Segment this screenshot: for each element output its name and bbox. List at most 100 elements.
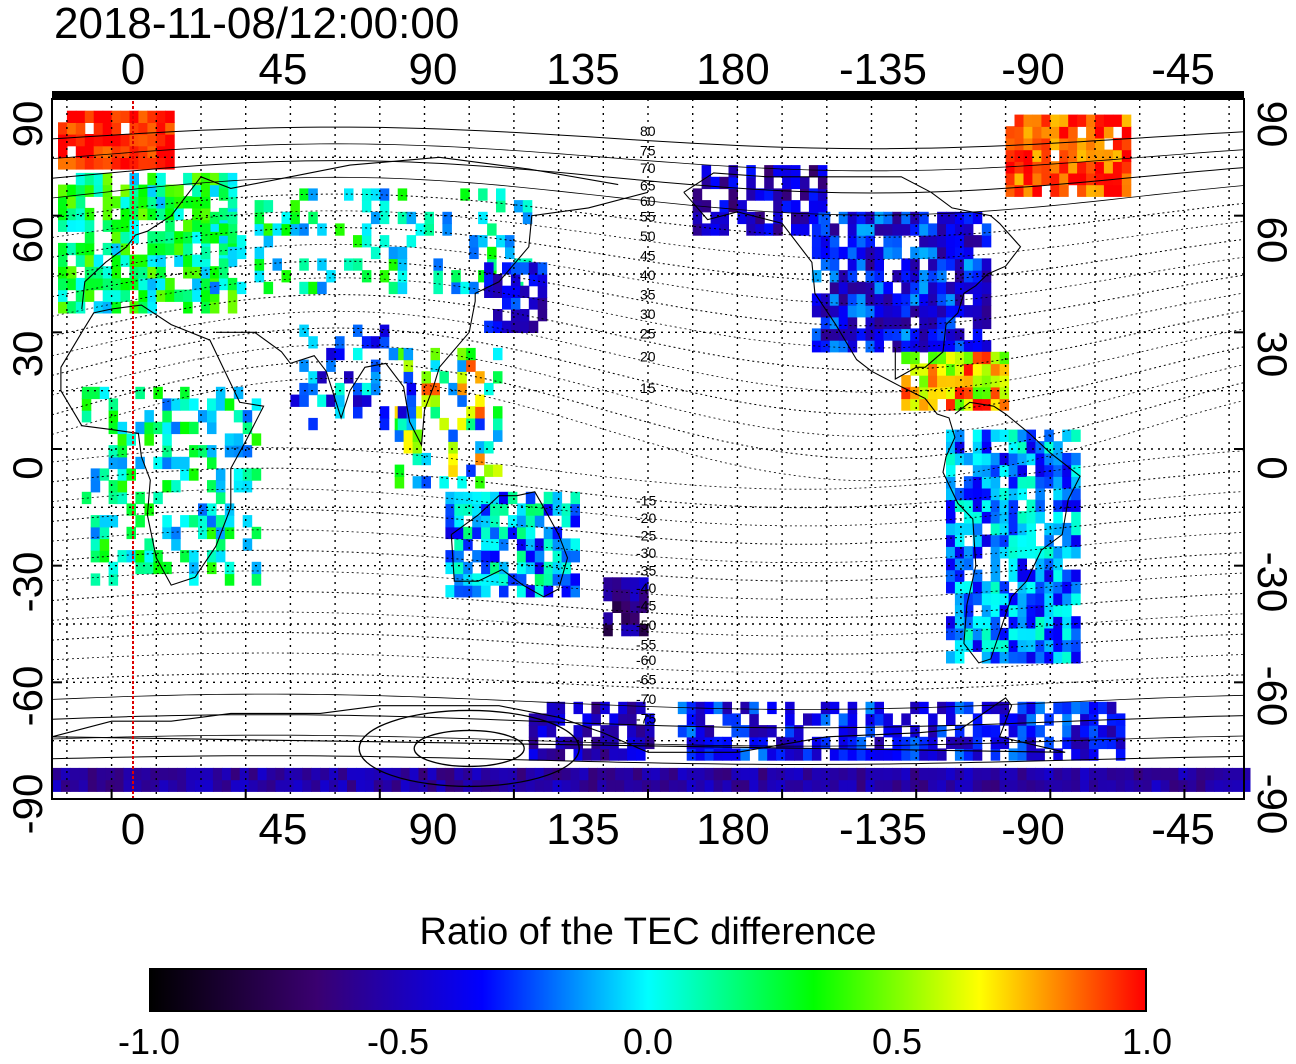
tec-cell bbox=[272, 223, 282, 236]
tec-cell bbox=[102, 122, 113, 135]
tec-cell bbox=[874, 316, 884, 330]
tec-cell bbox=[308, 382, 318, 396]
tec-cell bbox=[776, 748, 786, 761]
tec-cell bbox=[290, 394, 300, 407]
tec-cell bbox=[1053, 779, 1063, 792]
tec-cell bbox=[794, 767, 804, 781]
tec-cell bbox=[883, 328, 893, 341]
tec-cell bbox=[105, 767, 116, 781]
tec-cell bbox=[981, 305, 992, 318]
tec-cell bbox=[552, 538, 563, 551]
tec-cell bbox=[639, 624, 649, 637]
contour-label: 45 bbox=[640, 248, 656, 264]
tec-cell bbox=[919, 281, 929, 295]
tec-cell bbox=[1103, 149, 1114, 162]
tec-cell bbox=[93, 277, 104, 291]
tec-cell bbox=[937, 293, 947, 306]
tec-cell bbox=[1059, 137, 1069, 151]
tec-cell bbox=[695, 748, 706, 761]
tec-cell bbox=[370, 211, 381, 225]
tec-cell bbox=[811, 305, 822, 318]
tec-cell bbox=[910, 767, 920, 781]
tec-cell bbox=[1032, 161, 1042, 174]
tec-cell bbox=[1005, 161, 1016, 174]
tec-cell bbox=[919, 736, 929, 750]
tec-cell bbox=[856, 328, 867, 341]
tec-cell bbox=[901, 386, 911, 400]
tec-cell bbox=[499, 561, 509, 575]
tec-cell bbox=[156, 207, 166, 221]
tec-cell bbox=[847, 748, 858, 761]
tec-cell bbox=[189, 398, 199, 411]
tec-cell bbox=[570, 503, 580, 516]
tec-cell bbox=[1017, 522, 1027, 536]
tec-cell bbox=[954, 351, 965, 365]
tec-cell bbox=[207, 515, 217, 528]
tec-cell bbox=[84, 134, 95, 147]
tec-cell bbox=[1017, 713, 1027, 726]
magnetic-contour bbox=[51, 126, 1245, 150]
tec-cell bbox=[803, 779, 813, 792]
tec-cell bbox=[1106, 736, 1117, 750]
tec-cell bbox=[1026, 452, 1036, 466]
tec-cell bbox=[1017, 441, 1027, 454]
tec-cell bbox=[919, 246, 929, 260]
tec-cell bbox=[424, 211, 434, 225]
tec-cell bbox=[60, 767, 71, 781]
tec-cell bbox=[937, 748, 947, 761]
tec-cell bbox=[1205, 767, 1215, 781]
contour-label: 15 bbox=[640, 380, 656, 396]
tec-cell bbox=[204, 767, 214, 781]
tec-cell bbox=[1008, 616, 1019, 629]
tec-cell bbox=[910, 363, 920, 376]
tec-cell bbox=[1089, 748, 1099, 761]
tec-cell bbox=[838, 246, 849, 260]
tec-cell bbox=[847, 328, 858, 341]
tec-cell bbox=[302, 767, 312, 781]
tec-cell bbox=[156, 157, 166, 170]
tec-cell bbox=[201, 301, 211, 314]
tec-cell bbox=[1050, 137, 1060, 151]
tec-cell bbox=[946, 363, 956, 376]
tec-cell bbox=[111, 254, 122, 267]
tec-cell bbox=[499, 767, 509, 781]
tec-cell bbox=[525, 561, 536, 575]
tec-cell bbox=[388, 258, 399, 271]
tec-cell bbox=[192, 219, 202, 232]
tec-cell bbox=[591, 748, 601, 761]
tec-cell bbox=[1059, 161, 1069, 174]
tec-cell bbox=[403, 359, 414, 372]
tec-cell bbox=[1017, 748, 1027, 761]
tec-cell bbox=[749, 701, 759, 715]
tec-cell bbox=[1023, 149, 1033, 162]
tec-cell bbox=[901, 211, 911, 225]
tec-cell bbox=[361, 235, 372, 248]
tec-cell bbox=[910, 340, 920, 353]
tec-cell bbox=[946, 429, 956, 442]
tec-cell bbox=[1071, 639, 1081, 652]
tec-cell bbox=[817, 176, 828, 190]
tec-cell bbox=[364, 779, 375, 792]
tec-cell bbox=[963, 487, 974, 501]
tec-cell bbox=[466, 347, 476, 361]
tec-cell bbox=[910, 725, 920, 738]
tec-cell bbox=[284, 779, 294, 792]
tec-cell bbox=[999, 386, 1010, 400]
tec-cell bbox=[162, 526, 172, 540]
tec-cell bbox=[1196, 767, 1206, 781]
tec-cell bbox=[1071, 511, 1081, 524]
tec-cell bbox=[537, 297, 548, 310]
tec-cell bbox=[162, 515, 172, 528]
tec-cell bbox=[481, 515, 491, 528]
tec-cell bbox=[892, 316, 902, 330]
tec-cell bbox=[221, 767, 232, 781]
tec-cell bbox=[820, 211, 831, 225]
tec-cell bbox=[1035, 441, 1045, 454]
tec-cell bbox=[58, 157, 68, 170]
tec-cell bbox=[84, 145, 95, 158]
tec-cell bbox=[379, 324, 390, 337]
tec-cell bbox=[168, 767, 178, 781]
tec-cell bbox=[230, 779, 241, 792]
tec-cell bbox=[1026, 592, 1036, 606]
tec-cell bbox=[561, 503, 572, 516]
